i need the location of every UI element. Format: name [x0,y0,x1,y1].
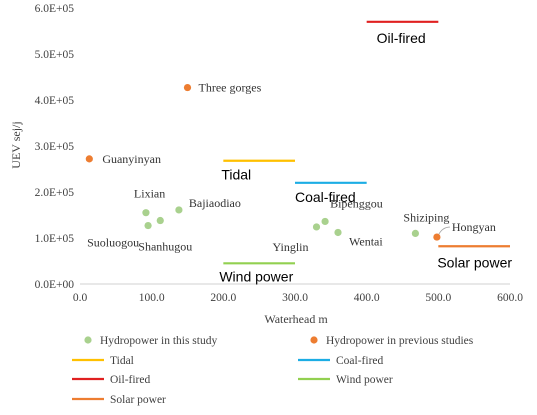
legend-label: Solar power [110,394,166,406]
point-label: Suoluogou [87,236,139,250]
legend-label: Oil-fired [110,374,150,386]
y-tick-label: 2.0E+05 [35,187,75,199]
legend-marker [310,336,318,344]
x-tick-label: 200.0 [210,292,236,304]
segments: Tidal Coal-fired Oil-fired Wind power Solar … [219,20,512,284]
data-point [321,217,329,226]
x-tick-label: 300.0 [282,292,308,304]
point-label: Bipenggou [330,196,383,210]
point-label: Shanhugou [138,240,192,254]
y-tick-label: 3.0E+05 [35,141,75,153]
x-tick-label: 0.0 [73,292,88,304]
y-tick-label: 1.0E+05 [35,233,75,245]
x-tick-label: 100.0 [139,292,165,304]
x-tick-label: 400.0 [354,292,380,304]
data-point [175,206,183,214]
point-label: Wentai [349,234,383,248]
segment-label: Tidal [221,167,251,183]
point-label: Hongyan [452,220,496,234]
points: Lixian Suoluogou Shanhugou Bajiaodiao Yingli… [85,81,496,254]
data-point [85,155,93,163]
data-point [312,223,321,231]
y-tick-label: 4.0E+05 [35,95,75,107]
segment-label: Solar power [437,254,512,270]
y-tick-label: 5.0E+05 [35,49,75,61]
y-axis-title: UEV sej/j [9,121,23,168]
leader-line [438,226,450,235]
point-label: Guanyinyan [102,152,161,166]
x-tick-label: 600.0 [497,292,523,304]
data-point [411,229,419,237]
legend-label: Hydropower in this study [100,335,217,347]
y-axis-ticks: 0.0E+00 1.0E+05 2.0E+05 3.0E+05 4.0E+05 5.0E+… [35,3,75,291]
legend: Hydropower in this study Hydropower in pr… [72,335,474,406]
data-point [183,83,192,92]
point-label: Shiziping [403,210,449,224]
x-axis-title: Waterhead m [264,312,328,326]
legend-label: Hydropower in previous studies [326,335,474,347]
segment-label: Coal-fired [295,189,356,205]
data-point [142,209,150,217]
data-point [433,233,441,241]
legend-marker [84,336,92,344]
x-axis-ticks: 0.0 100.0 200.0 300.0 400.0 500.0 600.0 [73,292,523,304]
data-point [144,221,152,230]
y-tick-label: 6.0E+05 [35,3,75,15]
y-tick-label: 0.0E+00 [35,279,75,291]
data-point [334,228,342,237]
legend-label: Tidal [110,355,134,367]
point-label: Three gorges [199,81,262,95]
point-label: Lixian [134,187,165,201]
data-point [156,216,164,225]
point-label: Yinglin [273,240,309,254]
segment-label: Wind power [219,268,293,284]
legend-label: Coal-fired [336,355,384,367]
point-label: Bajiaodiao [189,196,241,210]
legend-label: Wind power [336,374,393,386]
segment-label: Oil-fired [377,30,426,46]
x-tick-label: 500.0 [425,292,451,304]
